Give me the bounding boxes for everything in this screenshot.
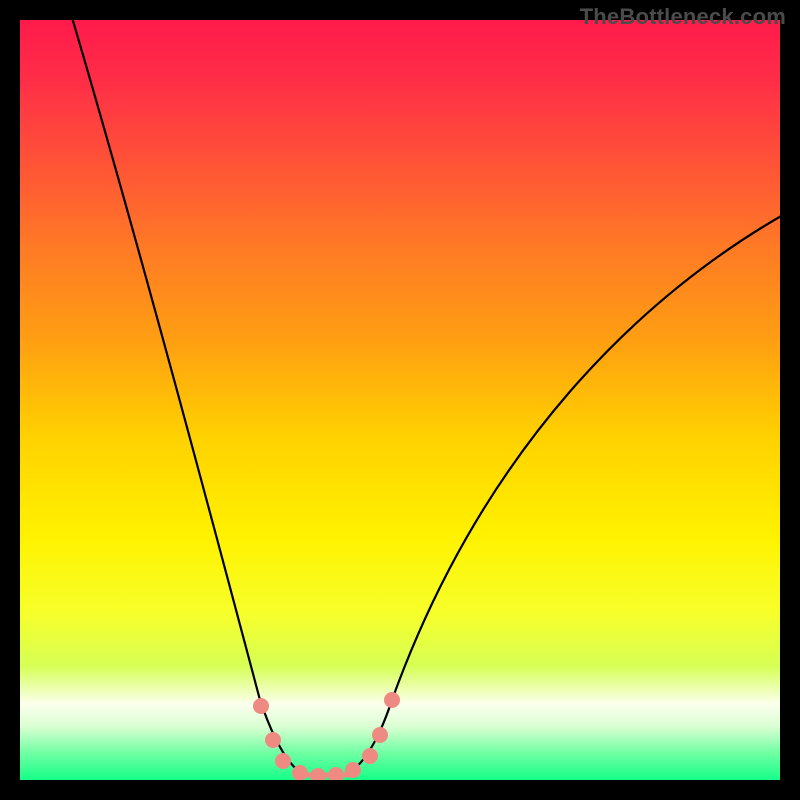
marker-dot (292, 765, 308, 781)
marker-dot (345, 762, 361, 778)
marker-dot (384, 692, 400, 708)
marker-dot (253, 698, 269, 714)
chart-svg (0, 0, 800, 800)
marker-dot (372, 727, 388, 743)
chart-root: TheBottleneck.com (0, 0, 800, 800)
watermark-text: TheBottleneck.com (580, 4, 786, 30)
marker-dot (265, 732, 281, 748)
plot-area (20, 20, 780, 780)
marker-dot (275, 753, 291, 769)
marker-dot (362, 748, 378, 764)
